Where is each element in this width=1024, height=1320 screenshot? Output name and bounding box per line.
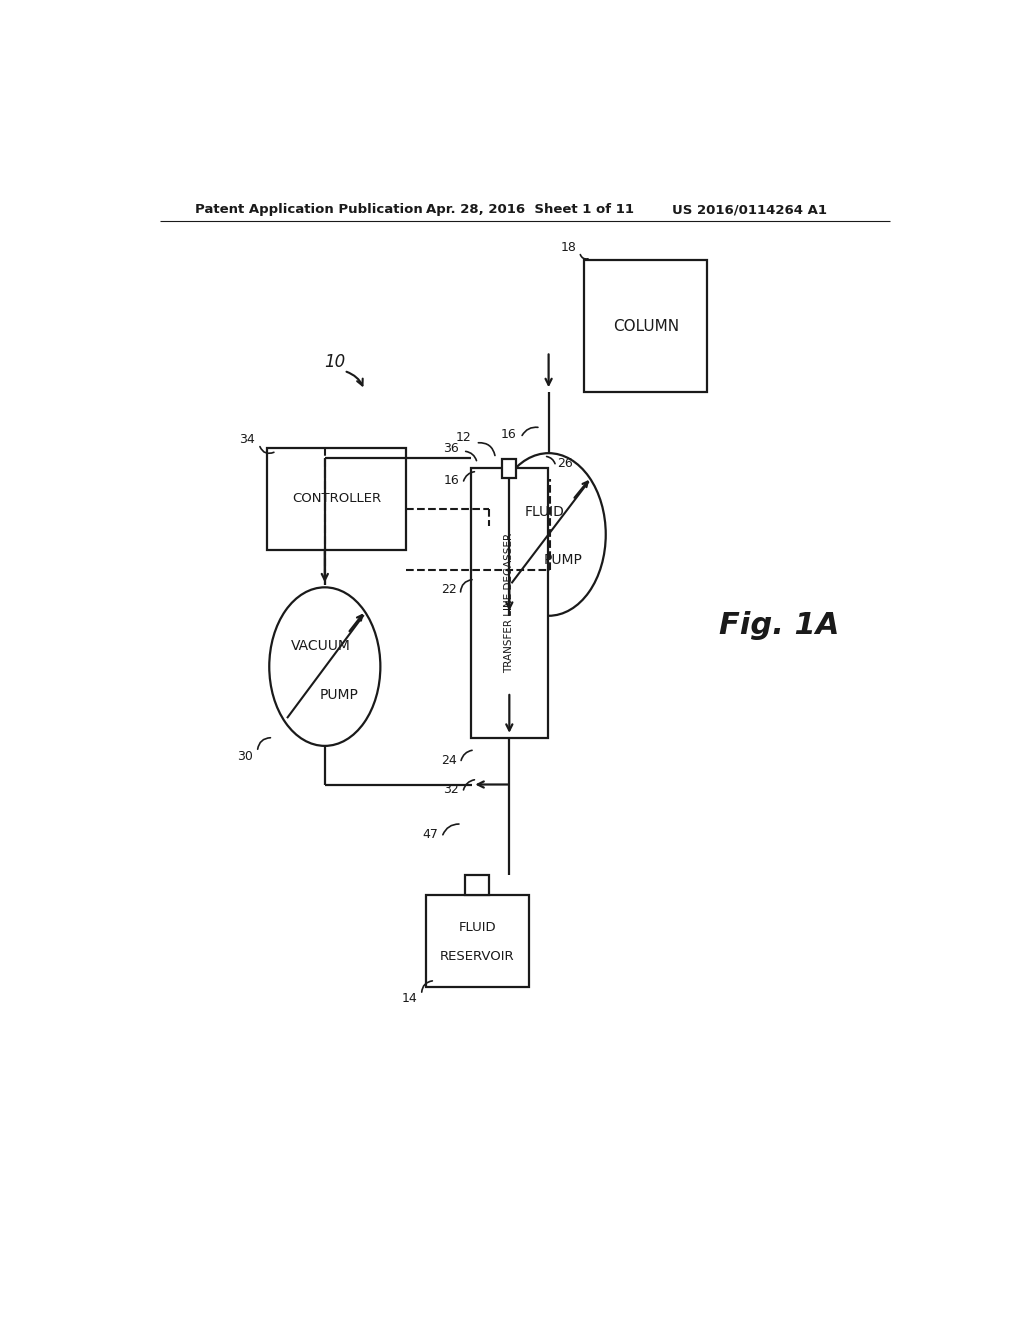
Text: US 2016/0114264 A1: US 2016/0114264 A1: [672, 203, 826, 216]
Text: CONTROLLER: CONTROLLER: [292, 492, 381, 506]
FancyArrowPatch shape: [581, 255, 588, 259]
Ellipse shape: [492, 453, 606, 615]
FancyArrowPatch shape: [260, 446, 273, 453]
Ellipse shape: [269, 587, 380, 746]
Text: 26: 26: [557, 457, 573, 470]
FancyArrowPatch shape: [466, 451, 476, 461]
FancyArrowPatch shape: [464, 780, 474, 789]
FancyArrowPatch shape: [422, 981, 432, 993]
Text: 47: 47: [422, 828, 438, 841]
FancyArrowPatch shape: [522, 428, 538, 436]
Bar: [267, 447, 406, 549]
Text: 22: 22: [440, 583, 457, 597]
FancyArrowPatch shape: [478, 442, 495, 455]
Text: 12: 12: [456, 432, 472, 445]
Text: 10: 10: [324, 352, 345, 371]
Text: 30: 30: [238, 750, 253, 763]
Bar: [585, 260, 708, 392]
Bar: [426, 895, 528, 987]
Text: Fig. 1A: Fig. 1A: [719, 611, 839, 640]
Text: 34: 34: [240, 433, 255, 446]
Text: 14: 14: [401, 993, 418, 1006]
Text: Apr. 28, 2016  Sheet 1 of 11: Apr. 28, 2016 Sheet 1 of 11: [426, 203, 634, 216]
Text: PUMP: PUMP: [544, 553, 583, 566]
Bar: [465, 875, 489, 895]
FancyArrowPatch shape: [346, 372, 362, 385]
Text: COLUMN: COLUMN: [612, 318, 679, 334]
Text: Patent Application Publication: Patent Application Publication: [196, 203, 423, 216]
Text: 18: 18: [560, 242, 577, 255]
Text: 24: 24: [440, 754, 457, 767]
FancyArrowPatch shape: [442, 824, 459, 834]
Text: VACUUM: VACUUM: [291, 639, 351, 653]
Text: FLUID: FLUID: [524, 506, 564, 519]
Text: 32: 32: [443, 783, 459, 796]
FancyArrowPatch shape: [547, 457, 555, 463]
FancyArrowPatch shape: [464, 471, 474, 480]
Bar: [471, 469, 548, 738]
FancyArrowPatch shape: [258, 738, 270, 750]
Text: RESERVOIR: RESERVOIR: [440, 950, 514, 962]
FancyArrowPatch shape: [461, 579, 472, 591]
Text: 16: 16: [501, 429, 517, 441]
Bar: [502, 459, 516, 478]
Text: 36: 36: [443, 442, 459, 454]
FancyArrowPatch shape: [461, 750, 472, 760]
Text: PUMP: PUMP: [319, 688, 358, 702]
Text: TRANSFER LINE DEGASSER: TRANSFER LINE DEGASSER: [505, 533, 514, 673]
Text: 16: 16: [443, 474, 459, 487]
Text: FLUID: FLUID: [459, 921, 496, 935]
